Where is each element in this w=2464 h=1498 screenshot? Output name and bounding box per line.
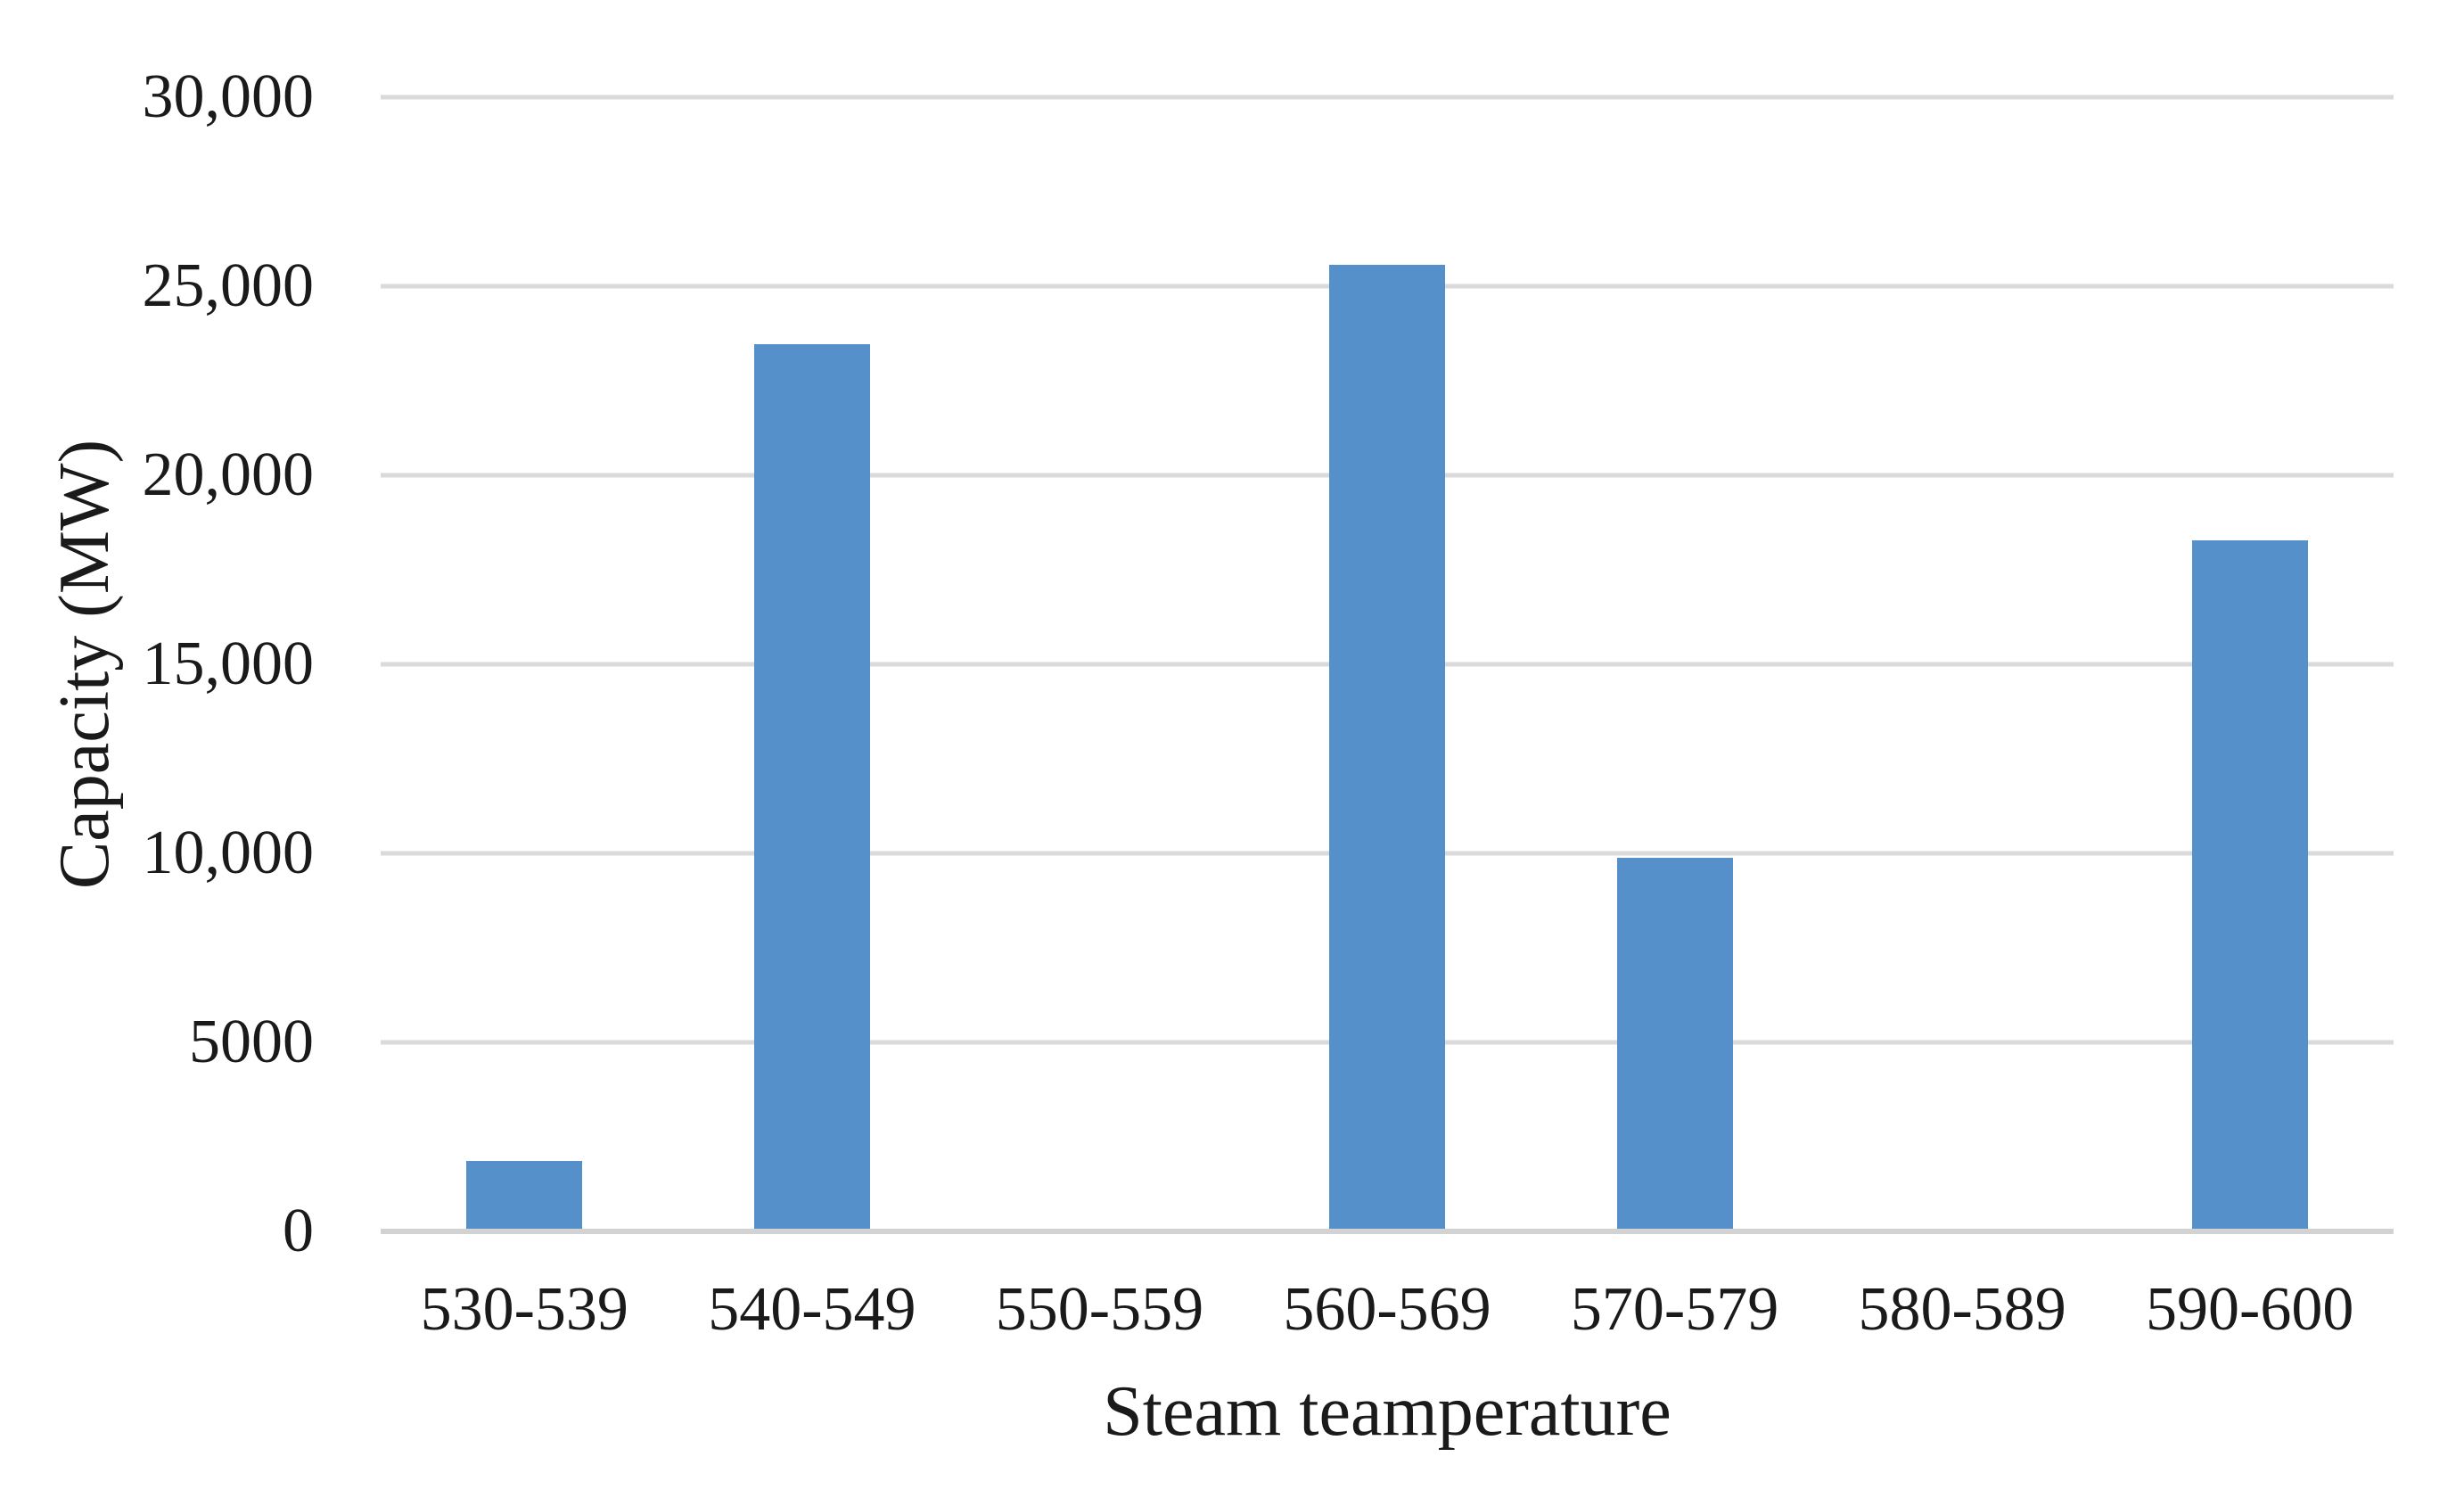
y-tick-label: 30,000: [142, 62, 315, 131]
x-tick-label: 550-559: [995, 1275, 1204, 1344]
y-tick-label: 10,000: [142, 819, 315, 887]
x-tick-label: 560-569: [1283, 1275, 1491, 1344]
y-axis-tick-labels: 0 5000 10,000 15,000 20,000 25,000 30,000: [0, 0, 315, 1498]
x-tick-label: 580-589: [1858, 1275, 2066, 1344]
x-tick-label: 530-539: [420, 1275, 628, 1344]
x-tick-label: 540-549: [708, 1275, 916, 1344]
gridline: [381, 95, 2394, 100]
bar-590-600: [2191, 540, 2308, 1229]
bar-560-569: [1329, 264, 1445, 1229]
bar-570-579: [1616, 858, 1733, 1229]
y-tick-label: 5000: [189, 1008, 314, 1076]
y-tick-label: 20,000: [142, 440, 315, 509]
bar-530-539: [466, 1160, 583, 1229]
x-axis-title: Steam teamperature: [1103, 1372, 1671, 1451]
bar-540-549: [753, 343, 870, 1229]
x-tick-label: 590-600: [2146, 1275, 2354, 1344]
x-tick-label: 570-579: [1570, 1275, 1779, 1344]
y-tick-label: 25,000: [142, 251, 315, 320]
plot-area: [381, 95, 2394, 1234]
y-tick-label: 0: [283, 1197, 314, 1265]
x-axis-line: [381, 1229, 2394, 1234]
y-tick-label: 15,000: [142, 630, 315, 698]
